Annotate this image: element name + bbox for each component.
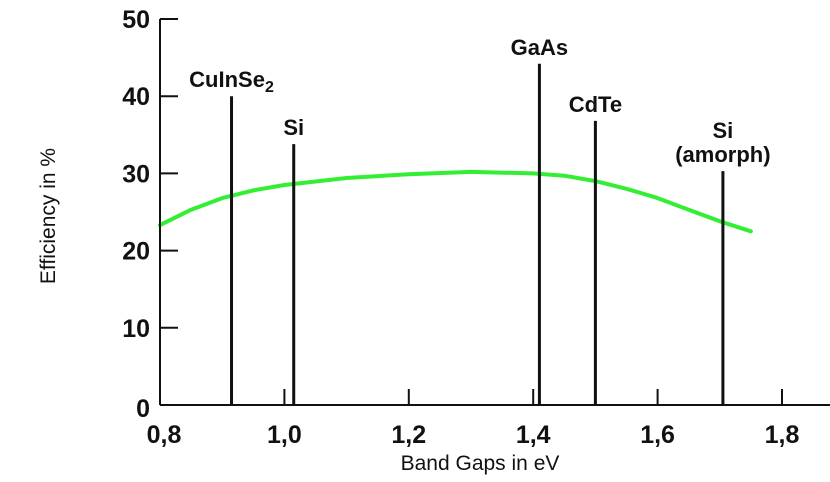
material-label: CdTe	[569, 92, 622, 117]
material-label: Si	[283, 115, 304, 140]
x-tick-label: 1,4	[516, 421, 551, 449]
y-tick-label: 10	[122, 315, 150, 343]
x-tick-label: 1,8	[765, 421, 800, 449]
material-label: Si	[713, 118, 734, 143]
x-tick-label: 1,6	[640, 421, 675, 449]
x-tick-label: 0,8	[147, 421, 182, 449]
x-tick-label: 1,0	[267, 421, 302, 449]
efficiency-curve	[158, 169, 753, 234]
material-label: CuInSe2	[189, 67, 274, 96]
material-label: (amorph)	[675, 142, 770, 167]
y-tick-label: 30	[122, 160, 150, 188]
y-axis-title: Efficiency in %	[37, 148, 60, 284]
material-label: GaAs	[511, 35, 568, 60]
x-tick-label: 1,2	[391, 421, 426, 449]
y-tick-label: 50	[122, 6, 150, 34]
y-tick-label: 40	[122, 83, 150, 111]
y-tick-label: 0	[136, 395, 150, 423]
x-axis-title: Band Gaps in eV	[401, 452, 560, 475]
y-tick-label: 20	[122, 238, 150, 266]
